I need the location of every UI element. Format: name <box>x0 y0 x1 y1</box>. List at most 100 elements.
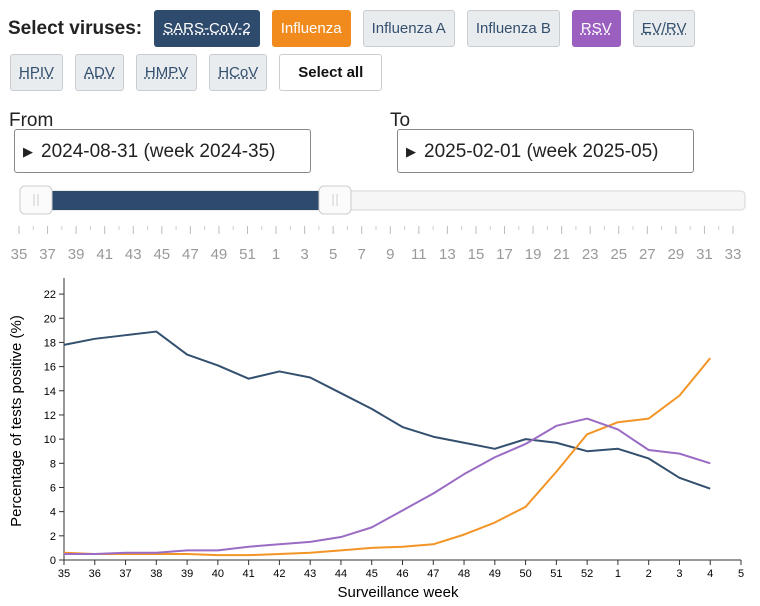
x-tick-label: 5 <box>738 568 744 580</box>
virus-button[interactable]: Influenza B <box>466 10 560 47</box>
slider-tick-label: 5 <box>329 246 337 262</box>
x-tick-label: 4 <box>707 568 713 580</box>
series-line <box>63 330 711 490</box>
button-label: RSV <box>580 20 612 37</box>
slider-fill <box>50 191 330 210</box>
slider-tick-label: 47 <box>182 246 199 262</box>
x-tick-label: 45 <box>366 568 378 580</box>
virus-button[interactable]: Select all <box>279 54 383 91</box>
series-line <box>64 417 711 555</box>
slider-tick-label: 45 <box>153 246 170 262</box>
y-tick-label: 18 <box>44 337 56 349</box>
x-tick-label: 51 <box>550 568 562 580</box>
slider-tick-label: 15 <box>468 246 485 262</box>
button-label: ADV <box>84 64 115 81</box>
slider-tick-label: 21 <box>553 246 570 262</box>
button-row: Select viruses: SARS-CoV-2 Influenza Influ… <box>8 10 696 47</box>
slider-tick-label: 29 <box>668 246 685 262</box>
virus-button[interactable]: Influenza A <box>362 10 455 47</box>
slider-tick-label: 37 <box>39 246 56 262</box>
x-tick-label: 47 <box>427 568 439 580</box>
y-tick-label: 0 <box>50 555 56 567</box>
slider-tick-label: 23 <box>582 246 599 262</box>
x-tick-label: 41 <box>243 568 255 580</box>
button-label: HPIV <box>19 64 55 81</box>
slider-tick-label: 11 <box>411 246 427 262</box>
virus-button[interactable]: HMPV <box>135 54 198 91</box>
slider-tick-label: 41 <box>96 246 113 262</box>
y-tick-label: 2 <box>50 531 56 543</box>
y-tick-label: 10 <box>44 434 56 446</box>
y-tick-label: 14 <box>44 386 56 398</box>
button-label: SARS-CoV-2 <box>163 20 251 37</box>
slider-tick-label: 35 <box>11 246 28 262</box>
slider[interactable]: 35 37 39 41 43 45 47 49 51 1 3 5 7 9 11 13 15 17 19 21 23 25 2… <box>0 182 760 262</box>
slider-tick-label: 9 <box>386 246 394 262</box>
button-row: HPIV ADV HMPV HCoV Select all <box>10 54 383 91</box>
slider-tick-label: 19 <box>525 246 542 262</box>
slider-tick-label: 1 <box>272 246 280 262</box>
y-tick-label: 16 <box>44 362 56 374</box>
button-label: Influenza <box>280 20 342 37</box>
button-label: Influenza B <box>475 20 551 37</box>
slider-tick-label: 7 <box>358 246 366 262</box>
slider-tick-label: 43 <box>125 246 142 262</box>
virus-button[interactable]: SARS-CoV-2 <box>154 10 260 47</box>
y-tick-label: 22 <box>44 289 56 301</box>
virus-button[interactable]: RSV <box>571 10 621 47</box>
x-tick-label: 36 <box>89 568 101 580</box>
x-tick-label: 1 <box>615 568 621 580</box>
series-line <box>63 357 711 557</box>
slider-tick-label: 27 <box>639 246 656 262</box>
x-tick-label: 43 <box>304 568 316 580</box>
virus-button[interactable]: ADV <box>75 54 124 91</box>
y-tick-label: 6 <box>50 482 56 494</box>
virus-button[interactable]: Influenza <box>271 10 351 47</box>
x-tick-label: 37 <box>119 568 131 580</box>
x-tick-label: 40 <box>212 568 224 580</box>
y-axis-title: Percentage of tests positive (%) <box>8 315 25 527</box>
slider-tick-label: 13 <box>439 246 456 262</box>
from-select[interactable]: 2024-08-31 (week 2024-35) <box>14 129 311 174</box>
x-tick-label: 35 <box>58 568 70 580</box>
virus-button[interactable]: EV/RV <box>632 10 696 47</box>
button-label: HMPV <box>144 64 189 81</box>
x-tick-label: 42 <box>273 568 285 580</box>
selector-label: Select viruses: <box>8 17 143 39</box>
slider-handle[interactable] <box>19 185 53 215</box>
y-tick-label: 20 <box>44 313 56 325</box>
button-label: HCoV <box>218 64 259 81</box>
from-label: From <box>9 110 54 131</box>
button-label: Influenza A <box>371 20 446 37</box>
x-tick-label: 39 <box>181 568 193 580</box>
y-tick-label: 8 <box>50 458 56 470</box>
x-tick-label: 52 <box>581 568 593 580</box>
to-select[interactable]: 2025-02-01 (week 2025-05) <box>397 129 694 174</box>
x-tick-label: 49 <box>489 568 501 580</box>
slider-tick-label: 31 <box>696 246 713 262</box>
slider-tick-label: 33 <box>725 246 742 262</box>
x-tick-label: 2 <box>646 568 652 580</box>
slider-tick-label: 17 <box>496 246 513 262</box>
virus-button[interactable]: HCoV <box>209 54 268 91</box>
x-tick-label: 44 <box>335 568 347 580</box>
x-tick-label: 46 <box>396 568 408 580</box>
x-tick-label: 38 <box>150 568 162 580</box>
button-label: EV/RV <box>641 20 687 37</box>
to-label: To <box>390 110 411 131</box>
x-tick-label: 48 <box>458 568 470 580</box>
y-tick-label: 4 <box>50 507 56 519</box>
y-tick-label: 12 <box>44 410 56 422</box>
virus-button[interactable]: HPIV <box>10 54 64 91</box>
slider-tick-label: 51 <box>239 246 256 262</box>
slider-tick-label: 39 <box>68 246 85 262</box>
slider-tick-label: 3 <box>300 246 308 262</box>
slider-handle[interactable] <box>318 185 352 215</box>
button-label: Select all <box>298 64 364 81</box>
slider-tick-label: 49 <box>211 246 228 262</box>
x-tick-label: 50 <box>519 568 531 580</box>
x-axis-title: Surveillance week <box>338 584 459 601</box>
x-tick-label: 3 <box>676 568 682 580</box>
chart: Surveillance week Percentage of tests po… <box>8 278 744 601</box>
